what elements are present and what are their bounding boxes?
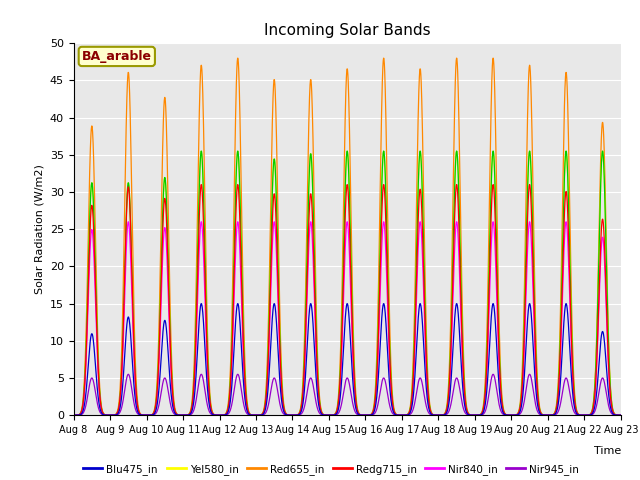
Title: Incoming Solar Bands: Incoming Solar Bands <box>264 23 431 38</box>
Legend: Blu475_in, Gm535_in, Yel580_in, Red655_in, Redg715_in, Nir840_in, Nir945_in: Blu475_in, Gm535_in, Yel580_in, Red655_i… <box>79 459 583 480</box>
Text: Time: Time <box>593 446 621 456</box>
Y-axis label: Solar Radiation (W/m2): Solar Radiation (W/m2) <box>34 164 44 294</box>
Text: BA_arable: BA_arable <box>82 50 152 63</box>
